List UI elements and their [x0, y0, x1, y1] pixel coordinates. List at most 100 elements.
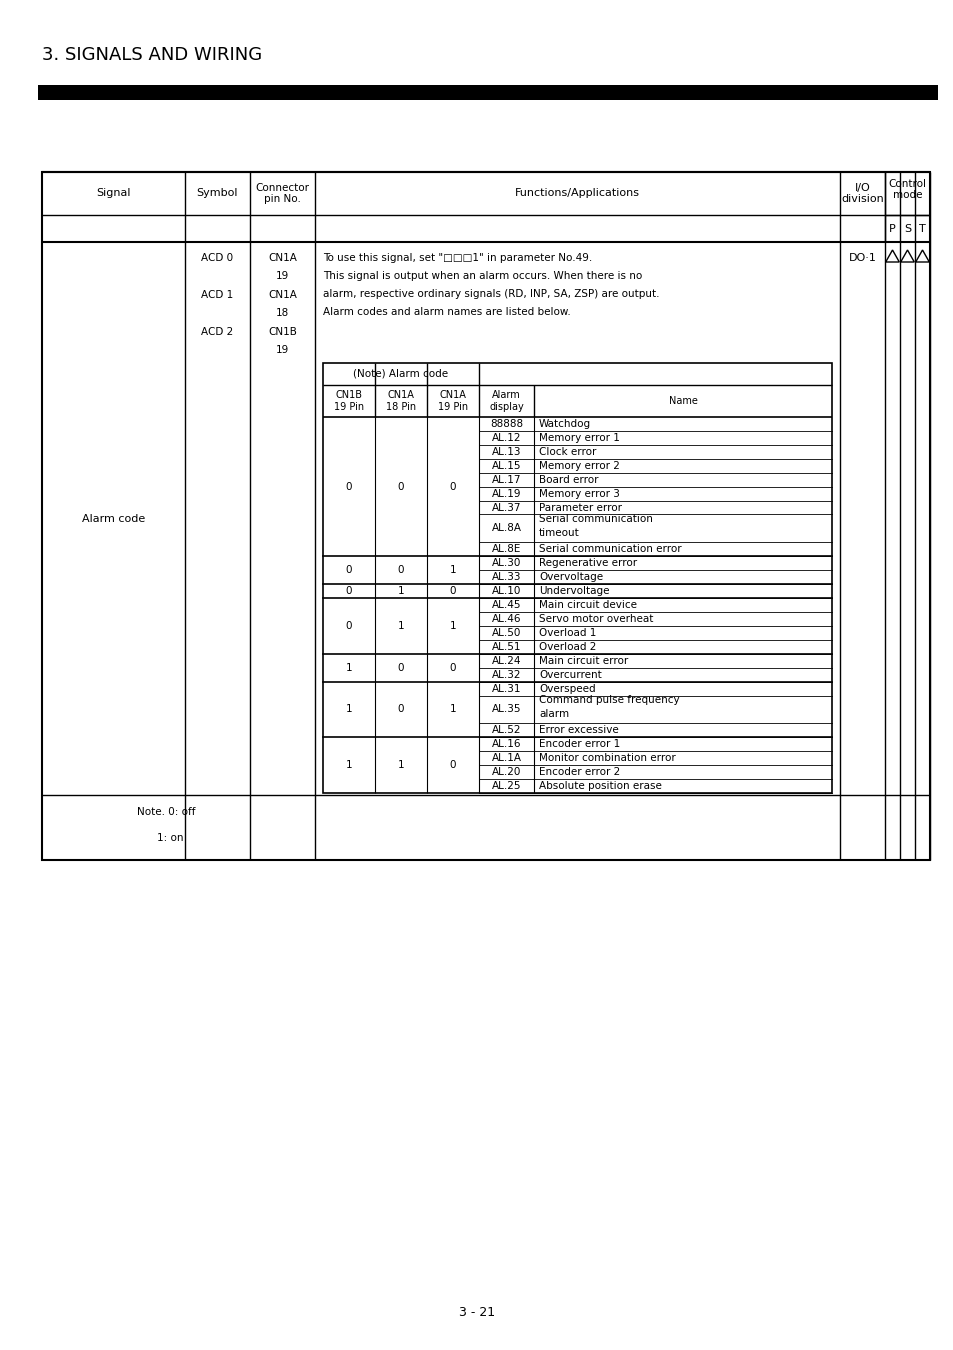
Text: This signal is output when an alarm occurs. When there is no: This signal is output when an alarm occu…: [323, 271, 641, 281]
Text: CN1B: CN1B: [268, 327, 296, 338]
Text: Clock error: Clock error: [538, 447, 596, 456]
Text: AL.8E: AL.8E: [492, 544, 520, 555]
Text: To use this signal, set "□□□1" in parameter No.49.: To use this signal, set "□□□1" in parame…: [323, 252, 592, 263]
Text: 0: 0: [345, 566, 352, 575]
Text: alarm: alarm: [538, 709, 569, 720]
Text: Control
mode: Control mode: [887, 178, 925, 200]
Text: Alarm codes and alarm names are listed below.: Alarm codes and alarm names are listed b…: [323, 306, 570, 317]
Text: AL.1A: AL.1A: [491, 753, 521, 763]
Text: T: T: [918, 224, 925, 234]
Text: CN1A
18 Pin: CN1A 18 Pin: [386, 390, 416, 412]
Text: AL.31: AL.31: [491, 683, 520, 694]
Text: Main circuit device: Main circuit device: [538, 599, 637, 610]
Text: Encoder error 2: Encoder error 2: [538, 767, 619, 778]
Text: Overvoltage: Overvoltage: [538, 572, 602, 582]
Text: 1: 1: [449, 705, 456, 714]
Bar: [323, 363, 831, 792]
Text: AL.13: AL.13: [491, 447, 520, 456]
Text: timeout: timeout: [538, 528, 579, 539]
Text: 1: 1: [397, 586, 404, 597]
Text: (Note) Alarm code: (Note) Alarm code: [353, 369, 448, 379]
Text: Regenerative error: Regenerative error: [538, 558, 637, 568]
Text: 88888: 88888: [490, 418, 522, 429]
Text: Symbol: Symbol: [196, 189, 238, 198]
Text: Serial communication: Serial communication: [538, 514, 652, 524]
Text: I/O
division: I/O division: [841, 182, 882, 204]
Text: 1: on: 1: on: [157, 833, 183, 842]
Text: 0: 0: [397, 482, 404, 491]
Text: CN1A
19 Pin: CN1A 19 Pin: [437, 390, 468, 412]
Text: AL.37: AL.37: [491, 502, 520, 513]
Text: 0: 0: [449, 482, 456, 491]
Text: ACD 2: ACD 2: [201, 327, 233, 338]
Text: 3. SIGNALS AND WIRING: 3. SIGNALS AND WIRING: [42, 46, 262, 63]
Text: CN1A: CN1A: [268, 290, 296, 300]
Text: 1: 1: [397, 621, 404, 630]
Text: 1: 1: [449, 621, 456, 630]
Text: Serial communication error: Serial communication error: [538, 544, 680, 555]
Text: AL.32: AL.32: [491, 670, 520, 679]
Text: 0: 0: [449, 760, 456, 770]
Text: ACD 0: ACD 0: [201, 252, 233, 263]
Text: 0: 0: [397, 705, 404, 714]
Text: 1: 1: [345, 760, 352, 770]
Text: 0: 0: [345, 586, 352, 597]
Text: AL.15: AL.15: [491, 460, 520, 471]
Text: ACD 1: ACD 1: [201, 290, 233, 300]
Text: S: S: [903, 224, 910, 234]
Text: Overspeed: Overspeed: [538, 683, 595, 694]
Text: Absolute position erase: Absolute position erase: [538, 782, 661, 791]
Text: Parameter error: Parameter error: [538, 502, 621, 513]
Text: Memory error 2: Memory error 2: [538, 460, 619, 471]
Text: 1: 1: [397, 760, 404, 770]
Text: 0: 0: [345, 621, 352, 630]
Text: AL.8A: AL.8A: [491, 524, 521, 533]
Text: Overcurrent: Overcurrent: [538, 670, 601, 679]
Text: AL.52: AL.52: [491, 725, 520, 736]
Text: Command pulse frequency: Command pulse frequency: [538, 695, 679, 706]
Text: 18: 18: [275, 308, 289, 319]
Text: AL.51: AL.51: [491, 641, 520, 652]
Text: Overload 2: Overload 2: [538, 641, 596, 652]
Text: CN1A: CN1A: [268, 252, 296, 263]
Text: AL.50: AL.50: [492, 628, 520, 637]
Text: Memory error 1: Memory error 1: [538, 433, 619, 443]
Text: AL.45: AL.45: [491, 599, 520, 610]
Text: 1: 1: [449, 566, 456, 575]
Bar: [38, 85, 937, 100]
Bar: [42, 171, 929, 860]
Text: Board error: Board error: [538, 475, 598, 485]
Text: Encoder error 1: Encoder error 1: [538, 740, 619, 749]
Text: 3 - 21: 3 - 21: [458, 1305, 495, 1319]
Text: 19: 19: [275, 346, 289, 355]
Text: Functions/Applications: Functions/Applications: [515, 189, 639, 198]
Text: Servo motor overheat: Servo motor overheat: [538, 614, 653, 624]
Text: AL.20: AL.20: [492, 767, 520, 778]
Text: Alarm
display: Alarm display: [489, 390, 523, 412]
Text: DO·1: DO·1: [847, 252, 876, 263]
Text: 1: 1: [345, 705, 352, 714]
Text: Undervoltage: Undervoltage: [538, 586, 609, 597]
Text: AL.33: AL.33: [491, 572, 520, 582]
Text: Main circuit error: Main circuit error: [538, 656, 628, 666]
Text: AL.35: AL.35: [491, 705, 520, 714]
Text: 0: 0: [449, 663, 456, 672]
Text: AL.25: AL.25: [491, 782, 520, 791]
Text: AL.16: AL.16: [491, 740, 520, 749]
Text: AL.24: AL.24: [491, 656, 520, 666]
Text: Watchdog: Watchdog: [538, 418, 591, 429]
Text: 1: 1: [345, 663, 352, 672]
Text: AL.12: AL.12: [491, 433, 520, 443]
Text: Monitor combination error: Monitor combination error: [538, 753, 675, 763]
Text: AL.10: AL.10: [492, 586, 520, 597]
Text: 0: 0: [345, 482, 352, 491]
Text: Signal: Signal: [96, 189, 131, 198]
Text: Note. 0: off: Note. 0: off: [137, 807, 195, 817]
Text: Error excessive: Error excessive: [538, 725, 618, 736]
Text: Memory error 3: Memory error 3: [538, 489, 619, 498]
Text: 19: 19: [275, 271, 289, 281]
Text: Connector
pin No.: Connector pin No.: [255, 182, 309, 204]
Text: AL.19: AL.19: [491, 489, 520, 498]
Text: AL.17: AL.17: [491, 475, 520, 485]
Text: 0: 0: [397, 566, 404, 575]
